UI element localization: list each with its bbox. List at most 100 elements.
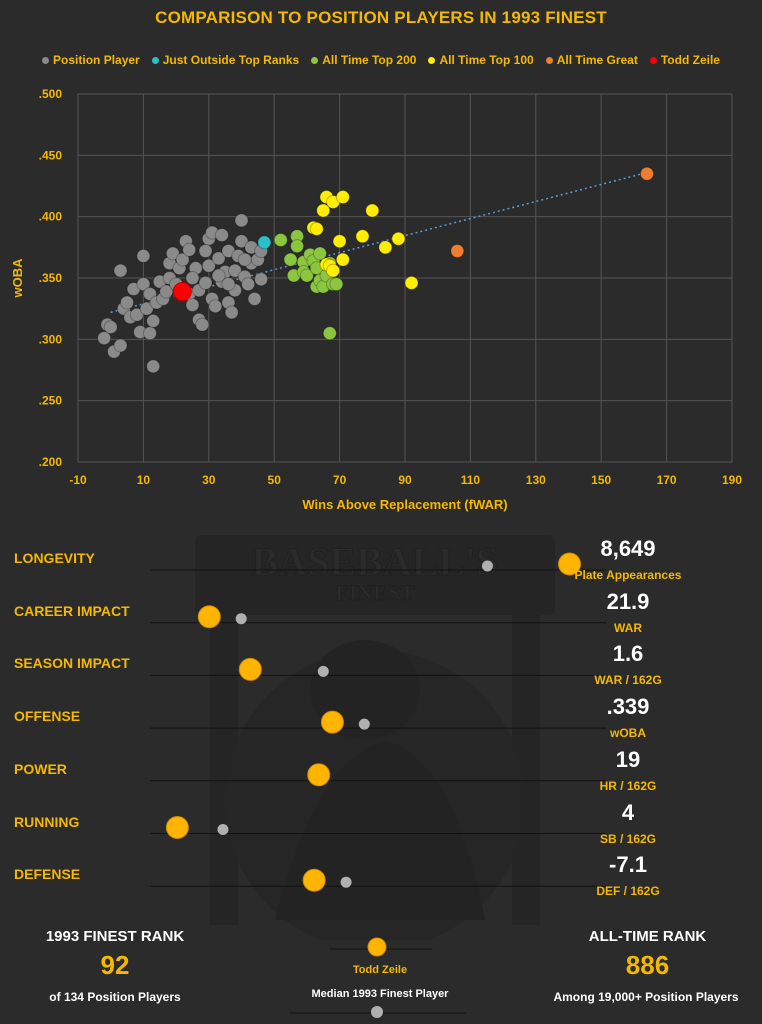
- x-tick-label: 150: [591, 473, 611, 487]
- finest-rank-value: 92: [100, 950, 130, 980]
- x-tick-label: 170: [657, 473, 677, 487]
- scatter-point: [165, 246, 180, 261]
- svg-text:BASEBALL'S: BASEBALL'S: [252, 539, 499, 584]
- scatter-point: [198, 244, 213, 259]
- scatter-point: [221, 277, 236, 292]
- scatter-point: [201, 258, 216, 273]
- stat-value: 8,649: [600, 536, 656, 561]
- legend-item: All Time Great: [545, 53, 638, 67]
- finest-rank-sub: of 134 Position Players: [49, 990, 181, 1004]
- scatter-chart: -10 10 30 50 70 90 110 130 150 170 190 .200 .250 .300…: [10, 87, 742, 512]
- scatter-point: [355, 229, 370, 244]
- stat-value: -7.1: [609, 852, 647, 878]
- stat-unit: WAR: [614, 620, 642, 635]
- scatter-point: [208, 299, 223, 314]
- scatter-point: [322, 326, 337, 341]
- player-dot: [307, 763, 331, 787]
- y-tick-label: .350: [39, 271, 63, 285]
- scatter-point: [185, 271, 200, 285]
- y-tick-label: .400: [39, 210, 63, 224]
- legend-dot-icon: [649, 56, 657, 64]
- stat-value: 21.9: [606, 588, 650, 614]
- metric-label: OFFENSE: [14, 708, 81, 725]
- scatter-point: [182, 242, 197, 257]
- metric-label: POWER: [14, 760, 67, 777]
- scatter-point: [237, 252, 252, 267]
- legend: Position Player Just Outside Top Ranks All…: [0, 53, 762, 67]
- finest-rank-label: 1993 FINEST RANK: [45, 928, 185, 945]
- stat-unit: wOBA: [610, 726, 646, 741]
- legend-item: Just Outside Top Ranks: [151, 53, 300, 67]
- x-tick-label: 130: [526, 473, 546, 487]
- legend-item: All Time Top 200: [311, 53, 416, 67]
- legend-dot-icon: [311, 56, 319, 64]
- scatter-point: [273, 232, 288, 247]
- scatter-point: [378, 240, 393, 255]
- scatter-point: [234, 213, 249, 228]
- scatter-point: [639, 166, 654, 181]
- legend-label: Position Player: [53, 53, 140, 67]
- player-dot: [197, 605, 221, 629]
- scatter-point: [329, 277, 344, 292]
- scatter-point: [103, 320, 118, 335]
- scatter-point: [159, 284, 174, 299]
- scatter-point: [211, 268, 226, 283]
- y-tick-label: .250: [39, 394, 63, 408]
- legend-item: Position Player: [42, 53, 140, 67]
- alltime-rank-value: 886: [625, 950, 670, 980]
- stat-unit: WAR / 162G: [594, 673, 662, 688]
- scatter-point: [241, 277, 256, 292]
- scatter-point: [335, 252, 350, 267]
- metric-label: SEASON IMPACT: [14, 655, 130, 672]
- scatter-point: [113, 263, 128, 278]
- scatter-point: [365, 203, 380, 218]
- stat-unit: Plate Appearances: [574, 568, 682, 582]
- scatter-point: [195, 317, 210, 332]
- scatter-point: [136, 277, 151, 292]
- legend-label: All Time Top 200: [322, 53, 417, 67]
- x-tick-label: 190: [722, 473, 742, 487]
- stat-value: .339: [606, 694, 650, 720]
- y-tick-label: .500: [39, 87, 63, 101]
- median-dot: [340, 876, 352, 888]
- key-player-label: Todd Zeile: [352, 964, 408, 976]
- legend-dot-icon: [428, 56, 436, 64]
- trendline: [110, 171, 648, 314]
- scatter-point: [211, 251, 226, 266]
- metric-label: CAREER IMPACT: [14, 602, 130, 619]
- x-tick-label: 70: [333, 473, 347, 487]
- x-axis-label: Wins Above Replacement (fWAR): [302, 497, 507, 512]
- key-median-label: Median 1993 Finest Player: [311, 988, 449, 1000]
- chart-title: COMPARISON TO POSITION PLAYERS IN 1993 F…: [155, 8, 607, 27]
- scatter-point: [332, 234, 347, 249]
- scatter-point: [312, 246, 327, 261]
- scatter-point: [198, 275, 213, 290]
- y-tick-label: .300: [39, 332, 63, 346]
- player-dot: [320, 710, 344, 734]
- metrics-chart: [150, 552, 606, 892]
- scatter-point: [146, 313, 161, 328]
- metric-label: LONGEVITY: [14, 550, 95, 566]
- scatter-point: [450, 244, 465, 259]
- scatter-point: [120, 295, 135, 310]
- scatter-point: [172, 281, 192, 301]
- y-tick-label: .200: [39, 455, 63, 469]
- median-dot: [217, 824, 229, 835]
- x-tick-label: -10: [69, 473, 87, 487]
- player-dot: [558, 552, 582, 576]
- stat-value: 4: [621, 799, 635, 825]
- legend-label: All Time Great: [556, 53, 638, 67]
- scatter-point: [254, 272, 269, 287]
- scatter-point: [326, 263, 341, 278]
- scatter-point: [316, 203, 331, 218]
- legend-item: Todd Zeile: [649, 53, 720, 67]
- metric-label: RUNNING: [14, 813, 80, 830]
- scatter-point: [404, 275, 419, 290]
- legend-label: Todd Zeile: [660, 53, 720, 67]
- alltime-rank-label: ALL-TIME RANK: [588, 928, 707, 945]
- scatter-point: [129, 307, 144, 322]
- player-dot: [165, 816, 189, 839]
- scatter-point: [227, 263, 242, 278]
- legend-label: Just Outside Top Ranks: [162, 53, 300, 67]
- legend-item: All Time Top 100: [428, 53, 534, 67]
